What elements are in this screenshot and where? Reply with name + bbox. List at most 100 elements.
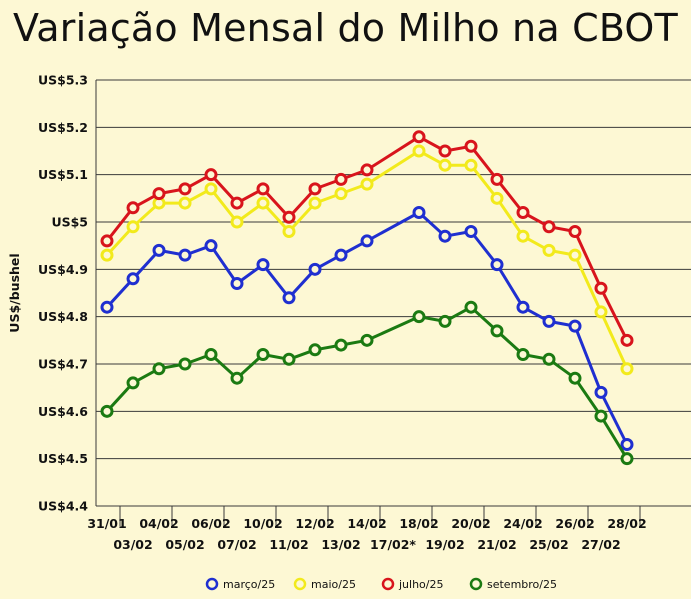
series-maio/25 <box>100 144 634 376</box>
y-tick-label: US$4.7 <box>38 357 88 372</box>
data-point <box>178 248 192 262</box>
data-point <box>256 196 270 210</box>
x-tick-label: 06/02 <box>191 516 230 531</box>
x-tick-label: 31/01 <box>87 516 126 531</box>
data-point <box>126 201 140 215</box>
chart-title: Variação Mensal do Milho na CBOT <box>13 6 678 50</box>
data-point <box>464 224 478 238</box>
data-point <box>412 310 426 324</box>
data-point <box>230 196 244 210</box>
y-tick-label: US$5.1 <box>38 167 88 182</box>
data-point <box>100 404 114 418</box>
x-tick-label: 20/02 <box>451 516 490 531</box>
series <box>100 130 634 466</box>
x-tick-label: 25/02 <box>529 537 568 552</box>
data-point <box>230 371 244 385</box>
legend-item: maio/25 <box>293 577 356 591</box>
data-point <box>152 362 166 376</box>
x-tick-label: 14/02 <box>347 516 386 531</box>
data-point <box>360 163 374 177</box>
data-point <box>204 239 218 253</box>
legend-label: setembro/25 <box>487 578 557 591</box>
legend-marker <box>205 577 219 591</box>
data-point <box>334 187 348 201</box>
series-line <box>105 305 629 460</box>
data-point <box>438 314 452 328</box>
data-point <box>568 224 582 238</box>
data-point <box>620 362 634 376</box>
series-setembro/25 <box>100 300 634 466</box>
data-point <box>126 272 140 286</box>
y-tick-label: US$5.3 <box>38 73 88 88</box>
data-point <box>412 144 426 158</box>
grid <box>95 79 691 526</box>
data-point <box>152 187 166 201</box>
x-tick-label: 04/02 <box>139 516 178 531</box>
data-point <box>100 248 114 262</box>
data-point <box>542 352 556 366</box>
data-point <box>100 234 114 248</box>
data-point <box>464 300 478 314</box>
legend-marker <box>293 577 307 591</box>
x-tick-label: 12/02 <box>295 516 334 531</box>
data-point <box>360 234 374 248</box>
y-tick-label: US$4.8 <box>38 309 88 324</box>
data-point <box>230 277 244 291</box>
data-point <box>282 291 296 305</box>
y-axis-ticks: US$4.4 US$4.5 US$4.6 US$4.7 US$4.8 US$4.9 US$5… <box>38 73 88 514</box>
data-point <box>438 158 452 172</box>
data-point <box>152 243 166 257</box>
y-tick-label: US$4.6 <box>38 404 88 419</box>
y-tick-label: US$5.2 <box>38 120 88 135</box>
legend: março/25 maio/25 julho/25 setembro/25 <box>205 577 557 591</box>
legend-item: março/25 <box>205 577 275 591</box>
data-point <box>464 139 478 153</box>
data-point <box>412 130 426 144</box>
y-axis-label: US$/bushel <box>7 253 22 332</box>
legend-label: julho/25 <box>398 578 444 591</box>
data-point <box>542 243 556 257</box>
data-point <box>282 224 296 238</box>
data-point <box>256 182 270 196</box>
data-point <box>542 220 556 234</box>
data-point <box>230 215 244 229</box>
data-point <box>620 333 634 347</box>
data-point <box>308 196 322 210</box>
data-point <box>516 206 530 220</box>
x-tick-label: 05/02 <box>165 537 204 552</box>
data-point <box>360 333 374 347</box>
x-tick-label: 11/02 <box>269 537 308 552</box>
series-março/25 <box>100 206 634 451</box>
data-point <box>334 248 348 262</box>
data-point <box>620 452 634 466</box>
data-point <box>282 210 296 224</box>
legend-label: março/25 <box>223 578 275 591</box>
data-point <box>594 385 608 399</box>
data-point <box>568 319 582 333</box>
series-julho/25 <box>100 130 634 347</box>
x-tick-label: 28/02 <box>607 516 646 531</box>
data-point <box>360 177 374 191</box>
y-tick-label: US$4.4 <box>38 499 88 514</box>
data-point <box>204 168 218 182</box>
legend-marker <box>381 577 395 591</box>
data-point <box>516 300 530 314</box>
data-point <box>542 314 556 328</box>
data-point <box>438 144 452 158</box>
data-point <box>308 343 322 357</box>
y-tick-label: US$5 <box>51 215 88 230</box>
data-point <box>100 300 114 314</box>
data-point <box>594 305 608 319</box>
data-point <box>594 281 608 295</box>
data-point <box>594 409 608 423</box>
x-tick-label: 17/02* <box>370 537 416 552</box>
y-tick-label: US$4.5 <box>38 451 88 466</box>
data-point <box>334 172 348 186</box>
data-point <box>490 258 504 272</box>
data-point <box>620 437 634 451</box>
data-point <box>256 348 270 362</box>
data-point <box>256 258 270 272</box>
x-tick-label: 18/02 <box>399 516 438 531</box>
x-tick-label: 21/02 <box>477 537 516 552</box>
